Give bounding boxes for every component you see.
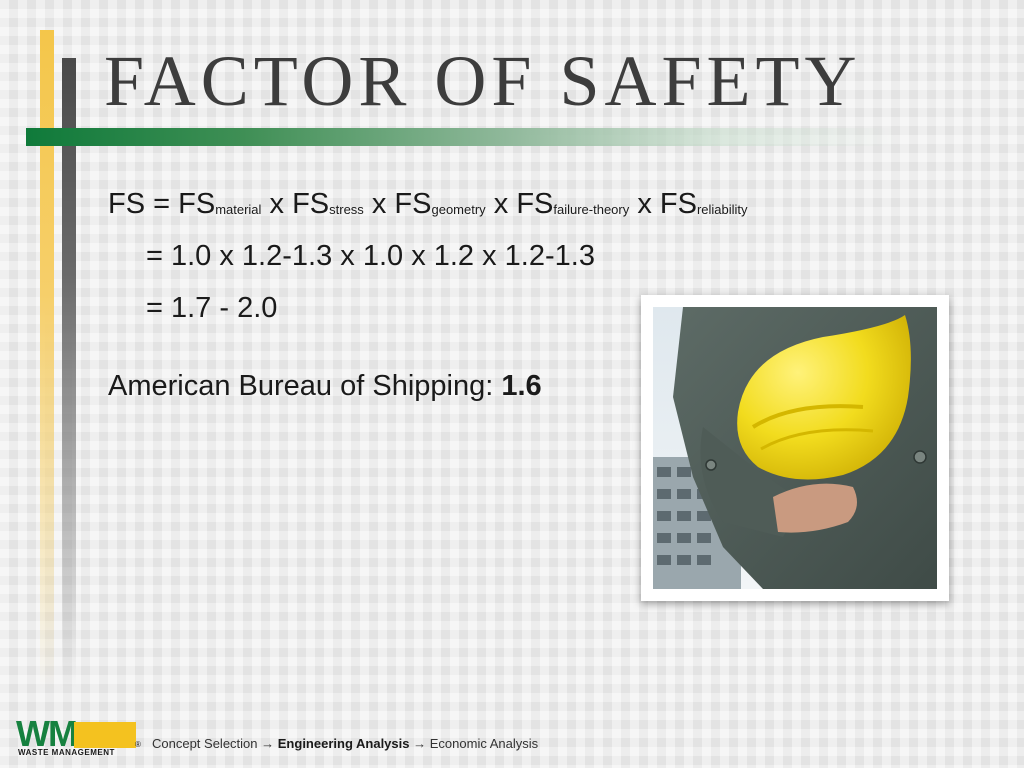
equation-term-failure-theory: FSfailure-theory (516, 188, 630, 220)
abs-factor-line: American Bureau of Shipping: 1.6 (108, 370, 748, 403)
equation-operator: x (637, 188, 652, 220)
equation-equals: = (153, 188, 171, 220)
waste-management-logo: WM ® (16, 713, 141, 754)
photo-frame (641, 295, 949, 601)
decorative-green-rule (26, 128, 896, 146)
breadcrumb-step-concept-selection: Concept Selection (152, 736, 258, 751)
logo-w-glyph: WM (16, 713, 76, 754)
equation-operator: x (371, 188, 387, 220)
logo-registered-mark: ® (135, 740, 141, 749)
hard-hat-photo (653, 307, 937, 589)
equation-term-reliability: FSreliability (659, 188, 748, 220)
equation-line-2: = 1.0 x 1.2-1.3 x 1.0 x 1.2 x 1.2-1.3 (146, 240, 595, 272)
equation-line-1: FS = FSmaterial x FSstress x FSgeometry … (108, 184, 748, 236)
breadcrumb-step-economic-analysis: Economic Analysis (429, 736, 539, 751)
breadcrumb-step-engineering-analysis: Engineering Analysis (277, 736, 410, 751)
breadcrumb-arrow-icon: → (413, 736, 427, 751)
logo-m-block (74, 722, 136, 748)
breadcrumb: Concept Selection → Engineering Analysis… (152, 736, 538, 751)
equation-line-3: = 1.7 - 2.0 (146, 292, 278, 324)
slide-title: FACTOR OF SAFETY (104, 41, 862, 121)
logo-subtitle: WASTE MANAGEMENT (18, 748, 115, 757)
breadcrumb-arrow-icon: → (261, 736, 275, 751)
equation-operator: x (269, 188, 285, 220)
equation-term-stress: FSstress (292, 188, 364, 220)
hard-hat-illustration (653, 307, 937, 589)
equation-term-geometry: FSgeometry (394, 188, 486, 220)
decorative-gray-bar (62, 58, 76, 688)
abs-value: 1.6 (501, 370, 542, 402)
abs-label: American Bureau of Shipping: (108, 370, 502, 402)
equation-lhs: FS (108, 188, 146, 220)
decorative-yellow-bar (40, 30, 54, 690)
equation-operator: x (493, 188, 509, 220)
equation-term-material: FSmaterial (178, 188, 262, 220)
slide-content: FS = FSmaterial x FSstress x FSgeometry … (108, 184, 748, 403)
